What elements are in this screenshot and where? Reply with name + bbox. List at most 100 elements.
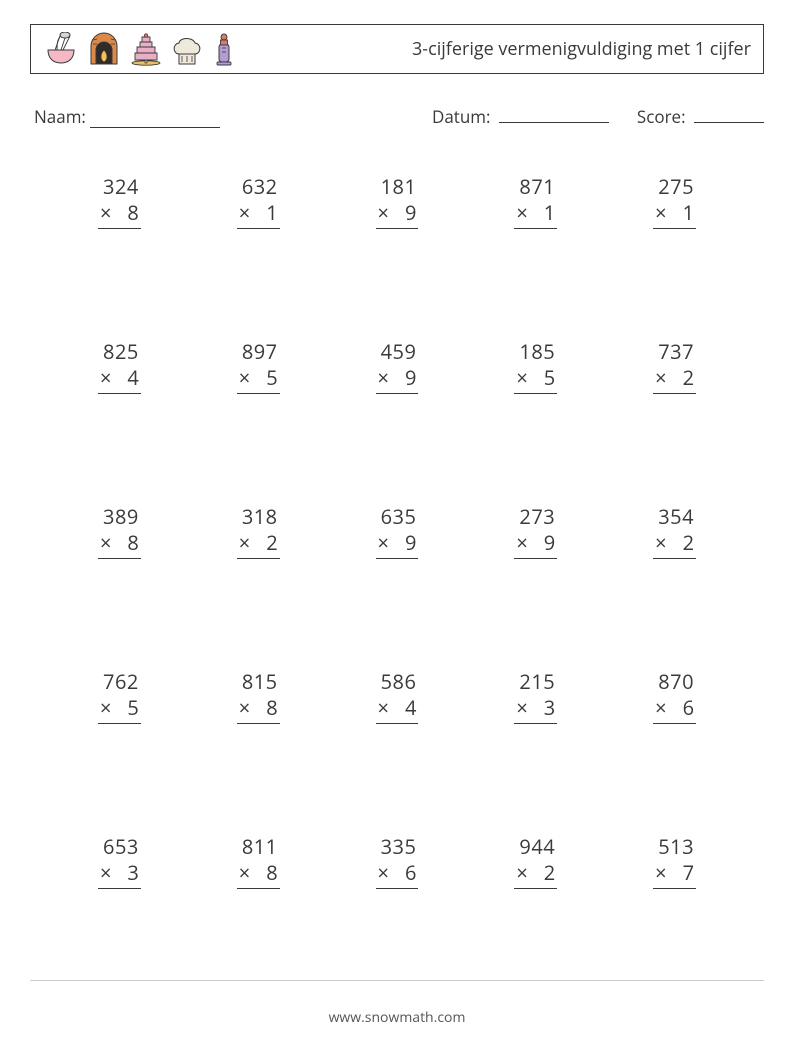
multiplicand: 825	[98, 339, 141, 365]
multiplier-row: ×1	[514, 200, 557, 229]
multiplier: 4	[127, 364, 138, 391]
score-label: Score:	[637, 105, 686, 128]
multiplier-row: ×5	[237, 365, 280, 394]
multiplier-row: ×7	[653, 860, 696, 889]
multiplier-row: ×2	[237, 530, 280, 559]
multiplier-row: ×5	[514, 365, 557, 394]
multiply-symbol: ×	[378, 694, 389, 721]
multiplier-row: ×2	[653, 365, 696, 394]
multiplier-row: ×9	[376, 530, 419, 559]
name-blank[interactable]	[90, 109, 220, 128]
problem: 825× 4	[50, 339, 189, 394]
worksheet-title: 3-cijferige vermenigvuldiging met 1 cijf…	[412, 37, 751, 61]
multiplicand: 215	[514, 669, 557, 695]
icon-row	[43, 32, 237, 66]
problem: 185×5	[466, 339, 605, 394]
problem: 459×9	[328, 339, 467, 394]
multiply-symbol: ×	[655, 199, 666, 226]
multiplier-row: ×6	[653, 695, 696, 724]
multiplier-row: ×2	[514, 860, 557, 889]
multiply-symbol: ×	[516, 529, 527, 556]
multiply-symbol: ×	[100, 859, 111, 886]
multiplier: 6	[683, 694, 694, 721]
multiplier: 6	[405, 859, 416, 886]
multiply-symbol: ×	[239, 529, 250, 556]
multiplier-row: ×4	[376, 695, 419, 724]
cake-icon	[129, 32, 163, 66]
multiply-symbol: ×	[655, 364, 666, 391]
multiply-symbol: ×	[100, 364, 111, 391]
multiply-symbol: ×	[516, 364, 527, 391]
problem: 181×9	[328, 174, 467, 229]
multiplier-row: ×9	[376, 365, 419, 394]
multiplier: 2	[544, 859, 555, 886]
footer-divider	[30, 980, 764, 981]
multiplicand: 459	[376, 339, 419, 365]
multiplier: 2	[683, 364, 694, 391]
multiplier: 3	[544, 694, 555, 721]
multiply-symbol: ×	[100, 529, 111, 556]
multiplier: 5	[544, 364, 555, 391]
multiplicand: 635	[376, 504, 419, 530]
multiply-symbol: ×	[655, 529, 666, 556]
chef-hat-icon	[171, 32, 203, 66]
multiplier: 1	[683, 199, 694, 226]
problem: 273×9	[466, 504, 605, 559]
mixing-bowl-icon	[43, 32, 79, 66]
multiply-symbol: ×	[378, 199, 389, 226]
problem: 318×2	[189, 504, 328, 559]
problem: 762×5	[50, 669, 189, 724]
multiplier: 9	[405, 199, 416, 226]
problem: 635×9	[328, 504, 467, 559]
multiplicand: 815	[237, 669, 280, 695]
multiplier: 8	[266, 859, 277, 886]
multiplier-row: ×3	[98, 860, 141, 889]
multiplicand: 275	[653, 174, 696, 200]
multiplier: 9	[405, 529, 416, 556]
multiply-symbol: ×	[655, 694, 666, 721]
multiply-symbol: ×	[378, 859, 389, 886]
multiplicand: 513	[653, 834, 696, 860]
multiplier: 3	[127, 859, 138, 886]
pepper-mill-icon	[211, 32, 237, 66]
problem: 513×7	[605, 834, 744, 889]
multiplier-row: ×8	[237, 860, 280, 889]
multiplier-row: ×8	[98, 200, 141, 229]
multiplicand: 870	[653, 669, 696, 695]
multiplier: 2	[683, 529, 694, 556]
header-bar: 3-cijferige vermenigvuldiging met 1 cijf…	[30, 24, 764, 74]
problem: 389×8	[50, 504, 189, 559]
problem: 354×2	[605, 504, 744, 559]
multiplier: 2	[266, 529, 277, 556]
multiply-symbol: ×	[516, 694, 527, 721]
multiplicand: 653	[98, 834, 141, 860]
multiply-symbol: ×	[239, 364, 250, 391]
multiplier-row: ×3	[514, 695, 557, 724]
multiplicand: 871	[514, 174, 557, 200]
multiplicand: 335	[376, 834, 419, 860]
multiplier-row: ×1	[237, 200, 280, 229]
multiplicand: 586	[376, 669, 419, 695]
multiply-symbol: ×	[100, 199, 111, 226]
multiplicand: 897	[237, 339, 280, 365]
multiply-symbol: ×	[655, 859, 666, 886]
problem: 811×8	[189, 834, 328, 889]
multiplier: 9	[544, 529, 555, 556]
date-label: Datum:	[432, 105, 490, 128]
multiplier-row: ×5	[98, 695, 141, 724]
multiplier: 8	[127, 199, 138, 226]
problem: 335× 6	[328, 834, 467, 889]
multiply-symbol: ×	[100, 694, 111, 721]
date-blank[interactable]	[499, 104, 609, 123]
score-blank[interactable]	[694, 104, 764, 123]
problem: 871×1	[466, 174, 605, 229]
problem: 324×8	[50, 174, 189, 229]
multiplier-row: ×9	[514, 530, 557, 559]
multiply-symbol: ×	[239, 694, 250, 721]
multiplicand: 762	[98, 669, 141, 695]
problem: 870×6	[605, 669, 744, 724]
multiply-symbol: ×	[516, 199, 527, 226]
multiplicand: 273	[514, 504, 557, 530]
problem: 586×4	[328, 669, 467, 724]
multiplier: 1	[266, 199, 277, 226]
